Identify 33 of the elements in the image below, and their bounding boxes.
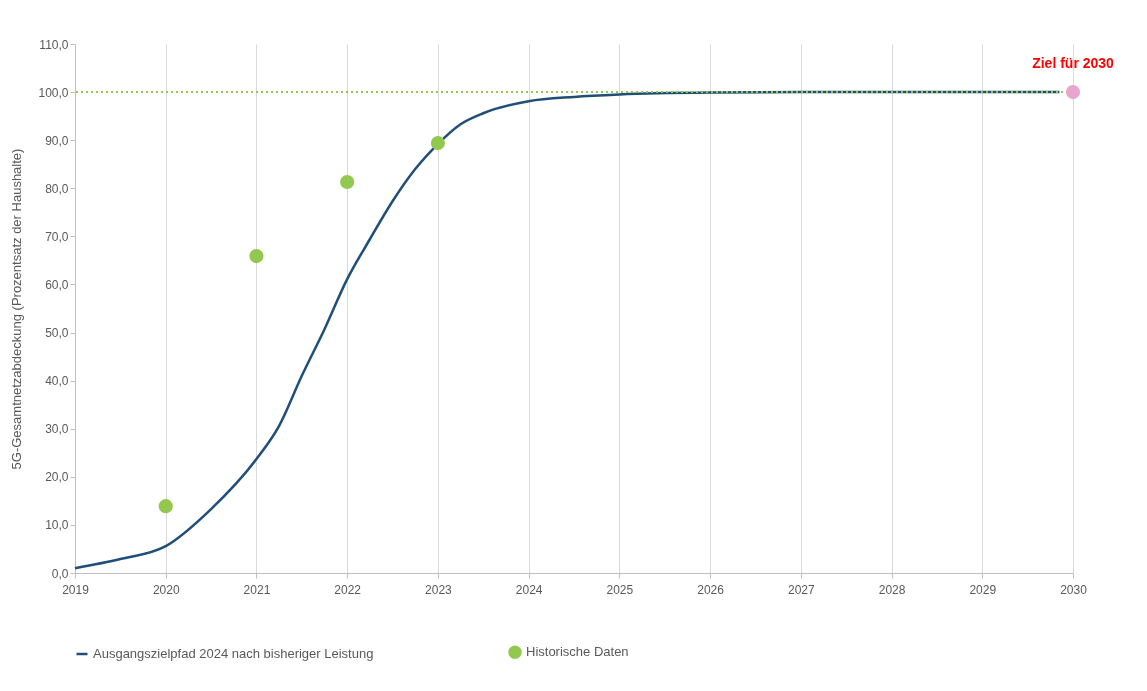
- legend-label: Ausgangszielpfad 2024 nach bisheriger Leistung: [93, 646, 374, 661]
- y-tick-label: 20,0: [45, 470, 69, 485]
- y-tick-label: 10,0: [45, 518, 69, 533]
- y-tick-label: 60,0: [45, 277, 69, 292]
- x-tick-label: 2030: [1060, 582, 1088, 597]
- y-tick-label: 90,0: [45, 133, 69, 148]
- point: [1065, 85, 1081, 100]
- x-tick-label: 2019: [62, 582, 90, 597]
- x-tick-label: 2026: [697, 582, 725, 597]
- x-tick-label: 2022: [334, 582, 362, 597]
- x-tick-label: 2024: [515, 582, 543, 597]
- annotation: Ziel für 2030: [1032, 55, 1115, 72]
- legend-label: Historische Daten: [526, 644, 629, 660]
- point: [249, 249, 264, 264]
- y-tick-label: 80,0: [45, 181, 69, 196]
- x-tick-label: 2028: [878, 582, 906, 597]
- x-tick-label: 2029: [969, 582, 997, 597]
- y-tick-label: 0,0: [51, 566, 69, 581]
- point: [430, 136, 445, 151]
- y-tick-label: 40,0: [45, 374, 69, 389]
- point: [158, 499, 173, 514]
- x-tick-label: 2023: [425, 582, 453, 597]
- y-axis-title: 5G-Gesamtnetzabdeckung (Prozentsatz der Haushalte): [9, 148, 25, 470]
- y-tick-label: 30,0: [45, 422, 69, 437]
- point: [340, 174, 355, 190]
- x-tick-label: 2020: [152, 582, 180, 597]
- y-tick-label: 50,0: [45, 326, 69, 341]
- y-tick-label: 70,0: [45, 229, 69, 244]
- y-tick-label: 100,0: [38, 85, 69, 100]
- x-tick-label: 2025: [606, 582, 634, 597]
- x-tick-label: 2027: [787, 582, 815, 597]
- y-tick-label: 110,0: [39, 37, 69, 52]
- x-tick-label: 2021: [243, 582, 271, 597]
